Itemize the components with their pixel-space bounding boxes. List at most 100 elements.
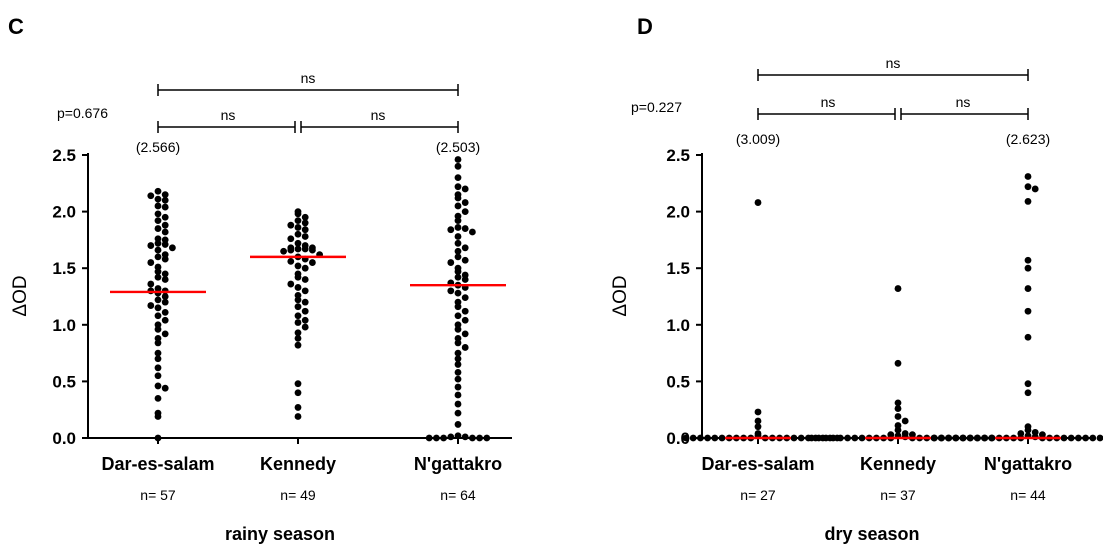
data-point bbox=[461, 199, 469, 206]
max-value-label: (2.503) bbox=[436, 139, 480, 155]
data-point bbox=[461, 185, 469, 193]
significance-label: ns bbox=[956, 94, 971, 110]
point-group bbox=[682, 199, 841, 442]
data-point bbox=[894, 426, 902, 434]
data-point bbox=[301, 219, 309, 227]
data-point bbox=[454, 194, 462, 202]
data-point bbox=[447, 287, 455, 295]
data-point bbox=[287, 280, 295, 288]
x-tick-label: Kennedy bbox=[260, 454, 336, 474]
data-point bbox=[952, 434, 960, 442]
data-point bbox=[154, 217, 162, 225]
data-point bbox=[697, 434, 704, 442]
data-point bbox=[154, 413, 162, 420]
data-point bbox=[154, 239, 162, 247]
panel-letter: D bbox=[637, 14, 653, 39]
comparison-bracket: ns bbox=[900, 94, 1029, 120]
data-point bbox=[147, 302, 155, 309]
y-tick-label: 2.0 bbox=[52, 203, 76, 222]
y-tick-label: 0.5 bbox=[666, 372, 690, 391]
data-point bbox=[154, 210, 162, 218]
data-point bbox=[301, 276, 309, 283]
data-point bbox=[461, 433, 469, 441]
data-point bbox=[1096, 434, 1103, 442]
data-point bbox=[287, 258, 295, 265]
data-point bbox=[454, 233, 462, 240]
data-point bbox=[454, 273, 462, 281]
p-value-label: p=0.227 bbox=[631, 99, 682, 115]
data-point bbox=[454, 432, 462, 440]
point-group bbox=[147, 187, 176, 442]
y-tick-label: 1.0 bbox=[52, 316, 76, 335]
data-point bbox=[1031, 185, 1039, 193]
y-tick-label: 1.0 bbox=[666, 316, 690, 335]
data-point bbox=[294, 296, 302, 304]
data-point bbox=[154, 349, 162, 357]
y-tick-label: 1.5 bbox=[52, 259, 76, 278]
data-point bbox=[161, 330, 169, 338]
significance-label: ns bbox=[886, 55, 901, 71]
max-value-label: (2.566) bbox=[136, 139, 180, 155]
data-point bbox=[309, 246, 316, 254]
comparison-bracket: ns bbox=[757, 55, 1029, 81]
data-point bbox=[154, 339, 162, 347]
p-value-label: p=0.676 bbox=[57, 105, 108, 121]
comparison-bracket: ns bbox=[757, 94, 896, 120]
data-point bbox=[931, 434, 938, 442]
point-group bbox=[280, 208, 323, 420]
data-point bbox=[154, 304, 162, 312]
data-point bbox=[1024, 198, 1032, 205]
data-point bbox=[754, 423, 762, 431]
data-point bbox=[287, 221, 295, 229]
data-point bbox=[147, 192, 155, 200]
data-point bbox=[1089, 434, 1097, 442]
x-tick-label: N'gattakro bbox=[984, 454, 1072, 474]
significance-label: ns bbox=[221, 107, 236, 123]
data-point bbox=[301, 287, 309, 295]
data-point bbox=[718, 434, 726, 442]
data-point bbox=[858, 434, 866, 442]
data-point bbox=[461, 294, 469, 302]
data-point bbox=[294, 380, 302, 388]
data-point bbox=[294, 230, 302, 238]
data-point bbox=[1060, 434, 1068, 442]
data-point bbox=[461, 344, 469, 351]
data-point bbox=[294, 273, 302, 281]
data-point bbox=[454, 383, 462, 391]
data-point bbox=[461, 330, 469, 338]
data-point bbox=[294, 319, 302, 326]
data-point bbox=[287, 235, 295, 243]
data-point bbox=[294, 239, 302, 247]
y-axis-label: ΔOD bbox=[10, 275, 31, 316]
data-point bbox=[454, 400, 462, 408]
data-point bbox=[161, 308, 169, 316]
data-point bbox=[967, 434, 974, 442]
x-tick-label: Dar-es-salam bbox=[101, 454, 214, 474]
data-point bbox=[1024, 285, 1032, 292]
data-point bbox=[974, 434, 981, 442]
data-point bbox=[1024, 426, 1032, 434]
data-point bbox=[1024, 183, 1032, 191]
data-point bbox=[461, 225, 469, 232]
data-point bbox=[161, 270, 169, 278]
data-point bbox=[169, 244, 176, 252]
season-label: rainy season bbox=[225, 524, 335, 544]
point-group bbox=[931, 173, 1103, 442]
max-value-label: (3.009) bbox=[736, 131, 780, 147]
data-point bbox=[704, 434, 711, 442]
data-point bbox=[147, 280, 155, 288]
data-point bbox=[161, 191, 169, 199]
data-point bbox=[1082, 434, 1089, 442]
data-point bbox=[454, 224, 462, 231]
data-point bbox=[981, 434, 989, 442]
y-tick-label: 0.5 bbox=[52, 372, 76, 391]
data-point bbox=[1024, 307, 1032, 315]
data-point bbox=[754, 417, 762, 425]
data-point bbox=[1024, 173, 1032, 180]
n-label: n= 57 bbox=[140, 487, 176, 503]
data-point bbox=[154, 382, 162, 390]
y-axis-label: ΔOD bbox=[610, 275, 631, 316]
data-point bbox=[294, 262, 302, 270]
data-point bbox=[301, 298, 309, 306]
